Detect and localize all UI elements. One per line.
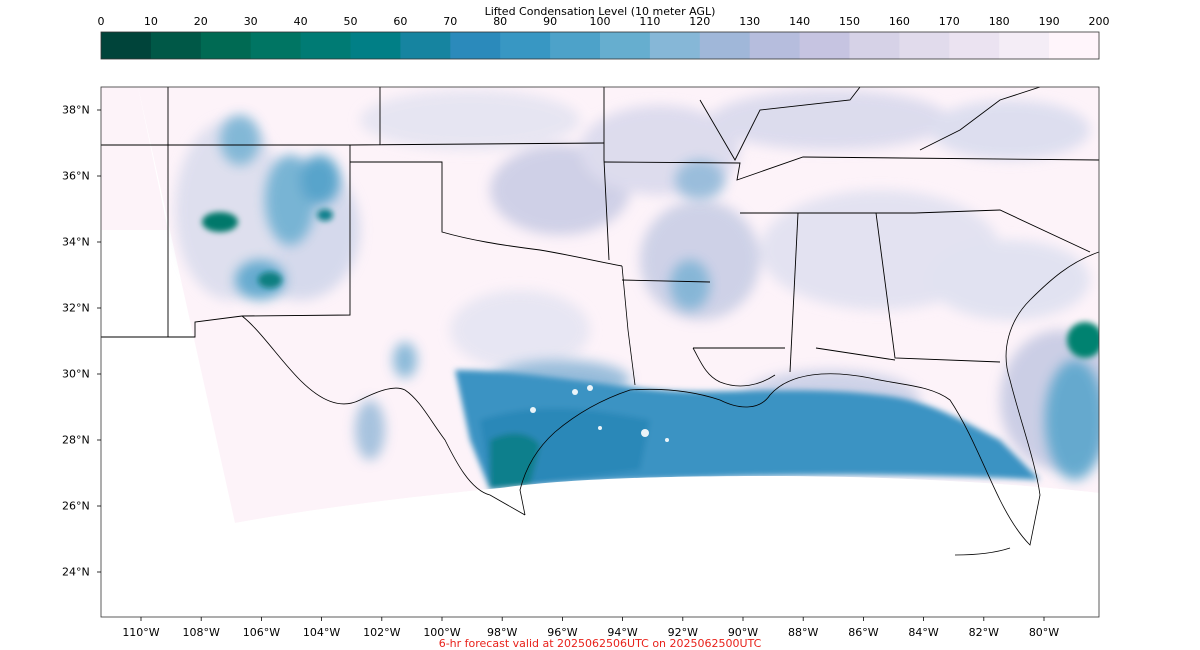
- colorbar-segment: [749, 32, 801, 59]
- colorbar-tick-label: 30: [243, 15, 258, 28]
- state-borders: [101, 87, 1099, 373]
- lat-label: 24°N: [62, 565, 90, 579]
- coastline: [241, 251, 1099, 556]
- lon-label: 86°W: [848, 626, 879, 639]
- colorbar-segment: [799, 32, 850, 59]
- colorbar-tick-label: 40: [293, 15, 308, 28]
- colorbar-segment: [600, 32, 651, 59]
- lon-label: 80°W: [1028, 626, 1060, 639]
- colorbar-segments: [101, 32, 1100, 59]
- lon-label: 82°W: [968, 626, 999, 639]
- lat-label: 26°N: [62, 499, 90, 513]
- colorbar-segment: [1049, 32, 1100, 59]
- lon-label: 92°W: [667, 626, 698, 639]
- colorbar-segment: [849, 32, 900, 59]
- lat-label: 34°N: [62, 235, 90, 249]
- colorbar-frame: [100, 31, 1100, 60]
- lat-label: 32°N: [62, 301, 90, 315]
- lon-label: 96°W: [547, 626, 578, 639]
- colorbar-tick-label: 120: [689, 15, 711, 28]
- colorbar: [100, 31, 1100, 60]
- lcl-low-patches: [202, 209, 1099, 358]
- colorbar-segment: [699, 32, 751, 59]
- colorbar-tick-label: 60: [393, 15, 408, 28]
- lat-label: 38°N: [62, 103, 90, 117]
- lat-label: 30°N: [62, 367, 90, 381]
- colorbar-tick-label: 110: [639, 15, 661, 28]
- lon-label: 100°W: [423, 626, 461, 639]
- colorbar-segment: [649, 32, 701, 59]
- lat-label: 36°N: [62, 169, 90, 183]
- colorbar-segment: [150, 32, 202, 59]
- lon-label: 110°W: [122, 626, 160, 639]
- colorbar-segment: [949, 32, 1000, 59]
- lon-label: 98°W: [487, 626, 518, 639]
- colorbar-tick-label: 150: [839, 15, 860, 28]
- colorbar-segment: [450, 32, 501, 59]
- colorbar-tick-label: 20: [193, 15, 208, 28]
- colorbar-tick-label: 160: [888, 15, 910, 28]
- colorbar-tick-label: 130: [739, 15, 761, 28]
- colorbar-segment: [300, 32, 351, 59]
- colorbar-tick-label: 10: [143, 15, 158, 28]
- colorbar-segment: [350, 32, 401, 59]
- colorbar-tick-label: 100: [589, 15, 611, 28]
- lon-tick-marks: [140, 617, 1045, 621]
- colorbar-tick-label: 190: [1038, 15, 1060, 28]
- outside-domain-south: [101, 476, 1099, 617]
- lon-label: 106°W: [242, 626, 281, 639]
- lat-label: 28°N: [62, 433, 90, 447]
- colorbar-segment: [999, 32, 1050, 59]
- colorbar-tick-label: 140: [789, 15, 811, 28]
- lon-label: 88°W: [788, 626, 819, 639]
- colorbar-segment: [250, 32, 302, 59]
- lon-label: 108°W: [182, 626, 220, 639]
- lat-tick-marks: [97, 109, 101, 573]
- cloud-gaps: [530, 385, 669, 442]
- lon-label: 90°W: [727, 626, 759, 639]
- map-frame: [100, 86, 1100, 618]
- colorbar-segment: [200, 32, 252, 59]
- colorbar-segment: [101, 32, 152, 59]
- colorbar-tick-label: 50: [343, 15, 358, 28]
- west-strip: [101, 87, 168, 230]
- colorbar-segment: [550, 32, 601, 59]
- colorbar-segment: [500, 32, 551, 59]
- colorbar-segment: [899, 32, 950, 59]
- forecast-valid-caption: 6-hr forecast valid at 2025062506UTC on …: [438, 637, 762, 650]
- colorbar-tick-label: 170: [938, 15, 960, 28]
- lon-label: 104°W: [302, 626, 341, 639]
- colorbar-tick-label: 180: [988, 15, 1010, 28]
- lon-label: 94°W: [607, 626, 638, 639]
- colorbar-segment: [400, 32, 451, 59]
- lon-label: 84°W: [908, 626, 939, 639]
- colorbar-title: Lifted Condensation Level (10 meter AGL): [484, 5, 716, 18]
- colorbar-tick-label: 200: [1088, 15, 1110, 28]
- colorbar-tick-label: 0: [97, 15, 105, 28]
- colorbar-tick-label: 70: [443, 15, 458, 28]
- colorbar-tick-label: 90: [543, 15, 558, 28]
- colorbar-tick-label: 80: [493, 15, 508, 28]
- lcl-gulf-band: [455, 370, 1040, 490]
- lon-label: 102°W: [363, 626, 401, 639]
